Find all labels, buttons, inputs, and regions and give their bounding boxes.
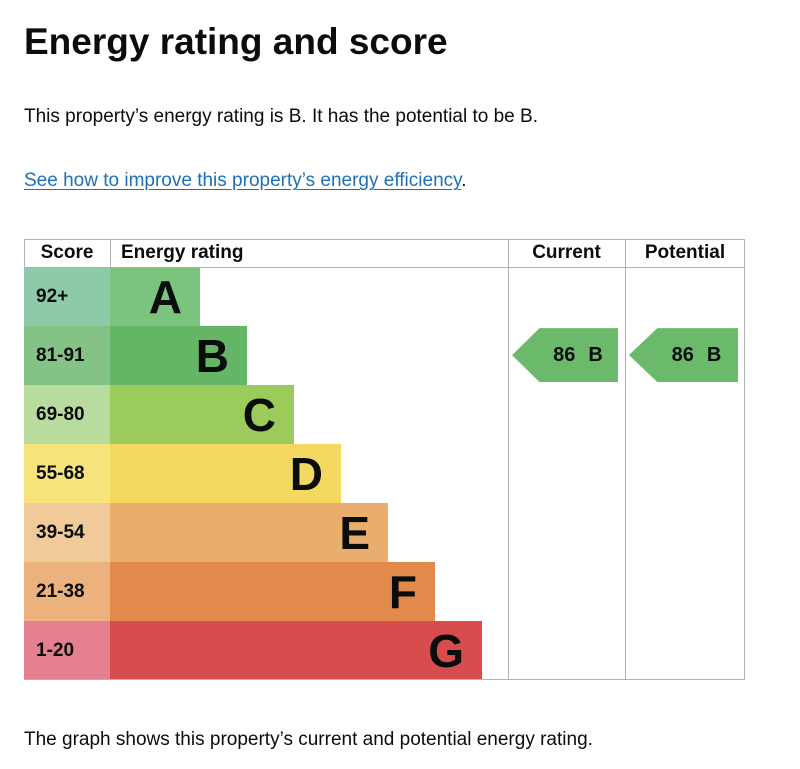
band-row-a: 92+ A — [24, 267, 745, 327]
header-potential: Potential — [644, 242, 726, 264]
band-letter: C — [242, 388, 276, 441]
potential-rating-band: B — [706, 343, 722, 366]
score-cell: 1-20 — [24, 621, 110, 681]
chart-border-top — [24, 239, 745, 241]
current-rating-band: B — [588, 343, 603, 366]
band-row-g: 1-20 G — [24, 621, 745, 681]
band-letter: D — [289, 447, 323, 500]
band-bar: G — [110, 621, 482, 681]
band-row-f: 21-38 F — [24, 562, 745, 622]
improve-link[interactable]: See how to improve this property’s energ… — [24, 170, 462, 192]
score-cell: 92+ — [24, 267, 110, 327]
band-row-b: 81-91 B — [24, 326, 745, 386]
potential-rating-value: 86 — [671, 343, 694, 366]
epc-chart: Score Energy rating Current Potential 92… — [24, 239, 745, 681]
link-period: . — [461, 170, 467, 192]
band-letter: B — [195, 329, 229, 382]
band-letter: E — [339, 506, 370, 559]
chart-border-bottom — [24, 679, 745, 681]
header-rating: Energy rating — [121, 242, 244, 264]
score-cell: 69-80 — [24, 385, 110, 445]
divider-score-rating — [110, 239, 111, 268]
footer-note: The graph shows this property’s current … — [24, 729, 593, 751]
score-cell: 21-38 — [24, 562, 110, 622]
band-bar: F — [110, 562, 435, 622]
header-current: Current — [532, 242, 601, 264]
chart-body: 92+ A 81-91 B 69-80 C 55-68 D 39-54 E 21… — [24, 267, 745, 681]
band-bar: D — [110, 444, 341, 504]
page-title: Energy rating and score — [24, 21, 448, 62]
band-letter: A — [148, 270, 182, 323]
band-bar: C — [110, 385, 294, 445]
score-cell: 39-54 — [24, 503, 110, 563]
band-bar: A — [110, 267, 200, 327]
improve-link-line: See how to improve this property’s energ… — [24, 169, 770, 194]
band-letter: G — [428, 624, 464, 677]
current-rating-value: 86 — [553, 343, 576, 366]
score-cell: 81-91 — [24, 326, 110, 386]
chart-border-left — [24, 239, 25, 268]
band-row-e: 39-54 E — [24, 503, 745, 563]
intro-text: This property’s energy rating is B. It h… — [24, 105, 538, 127]
header-score: Score — [40, 242, 94, 264]
chart-header: Score Energy rating Current Potential — [24, 239, 745, 267]
chart-border-header-bottom — [24, 267, 745, 269]
chart-border-right — [744, 239, 745, 681]
band-bar: B — [110, 326, 247, 386]
band-letter: F — [388, 565, 417, 618]
divider-rating-current — [508, 239, 509, 681]
score-cell: 55-68 — [24, 444, 110, 504]
band-row-c: 69-80 C — [24, 385, 745, 445]
band-row-d: 55-68 D — [24, 444, 745, 504]
divider-current-potential — [625, 239, 626, 681]
band-bar: E — [110, 503, 388, 563]
